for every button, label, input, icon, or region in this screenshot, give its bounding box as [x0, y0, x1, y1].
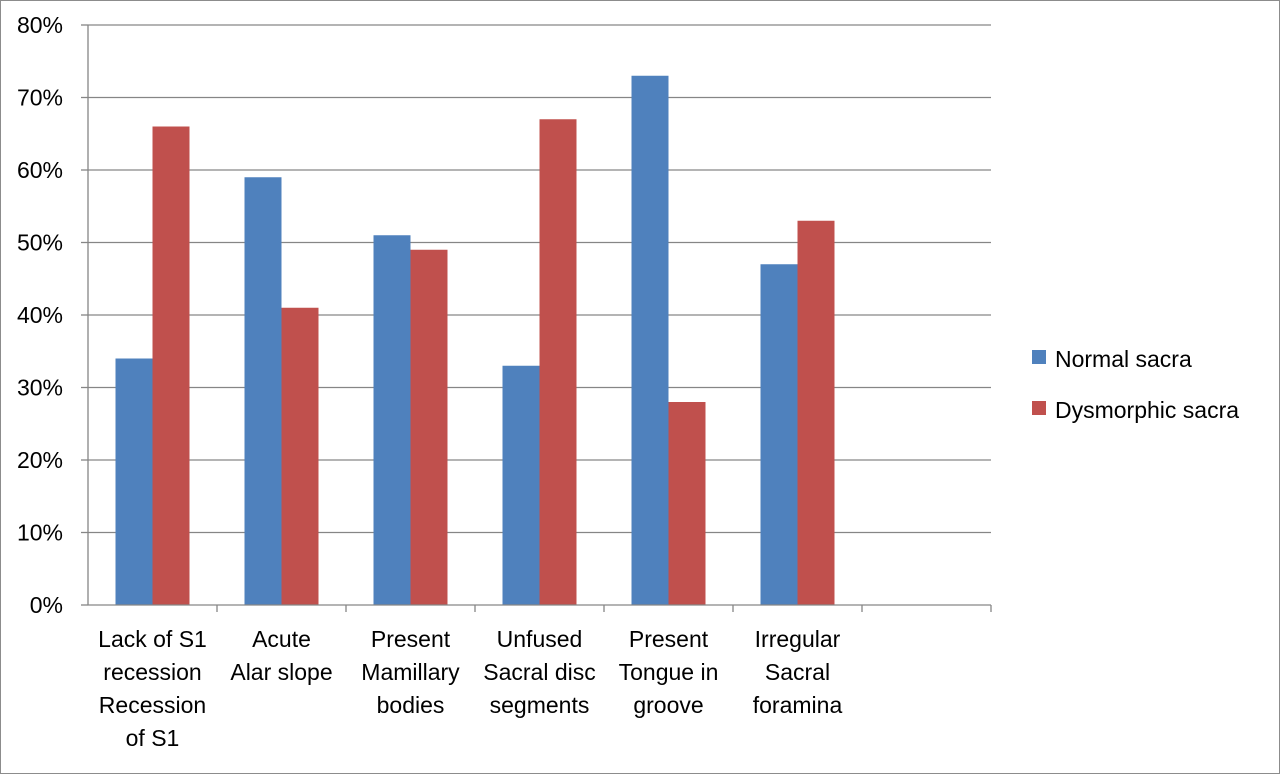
y-tick-label: 80% [17, 12, 63, 38]
bar-normal-sacra [115, 358, 153, 605]
bar-dysmorphic-sacra [410, 249, 448, 605]
y-tick-label: 70% [17, 85, 63, 111]
y-tick-label: 40% [17, 302, 63, 328]
bar-dysmorphic-sacra [152, 126, 190, 605]
x-category-label: Present Mamillary bodies [361, 626, 460, 718]
x-category-label: Irregular Sacral foramina [753, 626, 843, 718]
x-category-label: Acute Alar slope [230, 626, 332, 685]
bar-normal-sacra [502, 365, 540, 605]
legend-label: Normal sacra [1055, 346, 1192, 372]
legend-label: Dysmorphic sacra [1055, 397, 1239, 423]
bar-normal-sacra [631, 75, 669, 605]
legend: Normal sacra Dysmorphic sacra [1032, 346, 1239, 423]
axes [81, 24, 992, 612]
bar-dysmorphic-sacra [797, 220, 835, 605]
bar-normal-sacra [244, 177, 282, 605]
x-category-label: Lack of S1 recession Recession of S1 [98, 626, 207, 751]
y-tick-label: 50% [17, 230, 63, 256]
tick-labels: 0% 10% 20% 30% 40% 50% 60% 70% 80% Lack of S1 rece… [17, 12, 843, 751]
y-tick-label: 30% [17, 375, 63, 401]
bar-normal-sacra [373, 235, 411, 605]
bar-dysmorphic-sacra [668, 402, 706, 605]
bar-dysmorphic-sacra [281, 307, 319, 605]
bar-normal-sacra [760, 264, 798, 605]
legend-swatch [1032, 350, 1046, 364]
bar-dysmorphic-sacra [539, 119, 577, 605]
y-tick-label: 20% [17, 447, 63, 473]
legend-swatch [1032, 401, 1046, 415]
x-category-label: Unfused Sacral disc segments [483, 626, 595, 718]
y-tick-label: 60% [17, 157, 63, 183]
x-category-label: Present Tongue in groove [619, 626, 719, 718]
bars [115, 75, 835, 605]
y-tick-label: 10% [17, 520, 63, 546]
y-tick-label: 0% [30, 592, 63, 618]
